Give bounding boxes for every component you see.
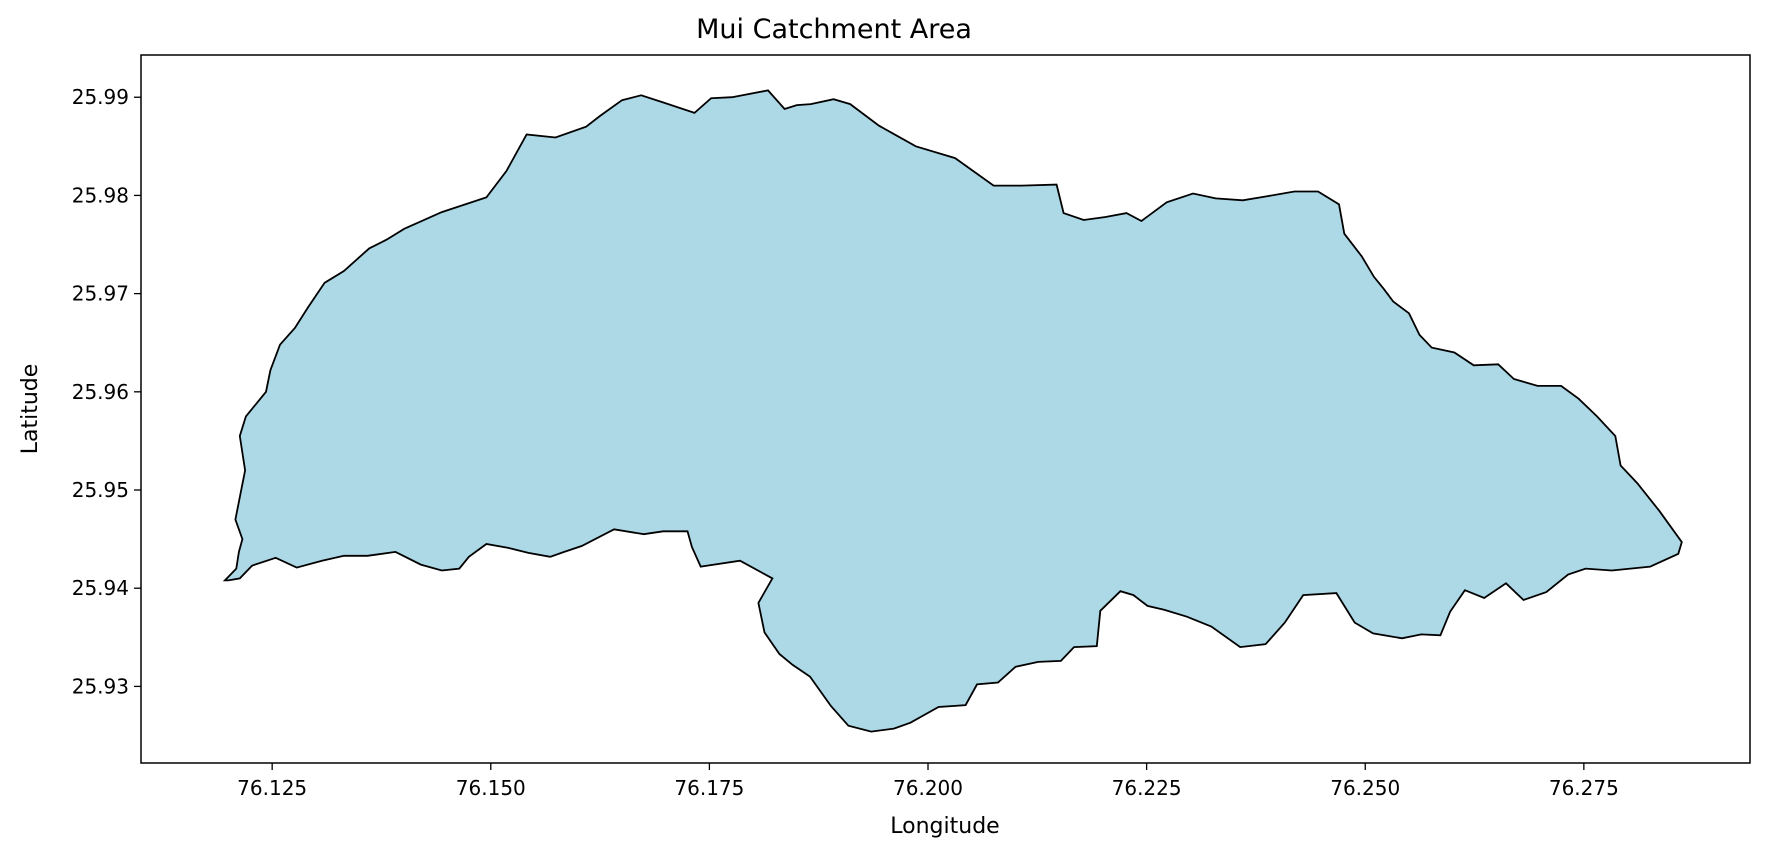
y-tick-label: 25.98 [72,183,129,207]
y-tick-label: 25.97 [72,282,129,306]
x-axis-label: Longitude [890,814,999,839]
y-tick-label: 25.96 [72,380,129,404]
x-tick-label: 76.250 [1330,776,1400,800]
x-tick-label: 76.150 [456,776,526,800]
x-tick-label: 76.125 [237,776,307,800]
y-axis-ticks: 25.93 25.94 25.95 25.96 25.97 25.98 25.99 [72,85,141,698]
x-tick-label: 76.225 [1112,776,1182,800]
y-tick-label: 25.93 [72,674,129,698]
x-tick-label: 76.275 [1549,776,1619,800]
x-tick-label: 76.200 [893,776,963,800]
y-tick-label: 25.94 [72,576,129,600]
catchment-polygon [222,89,1683,733]
y-tick-label: 25.95 [72,478,129,502]
x-tick-label: 76.175 [674,776,744,800]
chart-title: Mui Catchment Area [696,14,972,45]
y-tick-label: 25.99 [72,85,129,109]
x-axis-ticks: 76.125 76.150 76.175 76.200 76.225 76.250 76.2… [237,763,1619,800]
y-axis-label: Latitude [18,364,43,455]
plot-frame [140,54,1751,764]
